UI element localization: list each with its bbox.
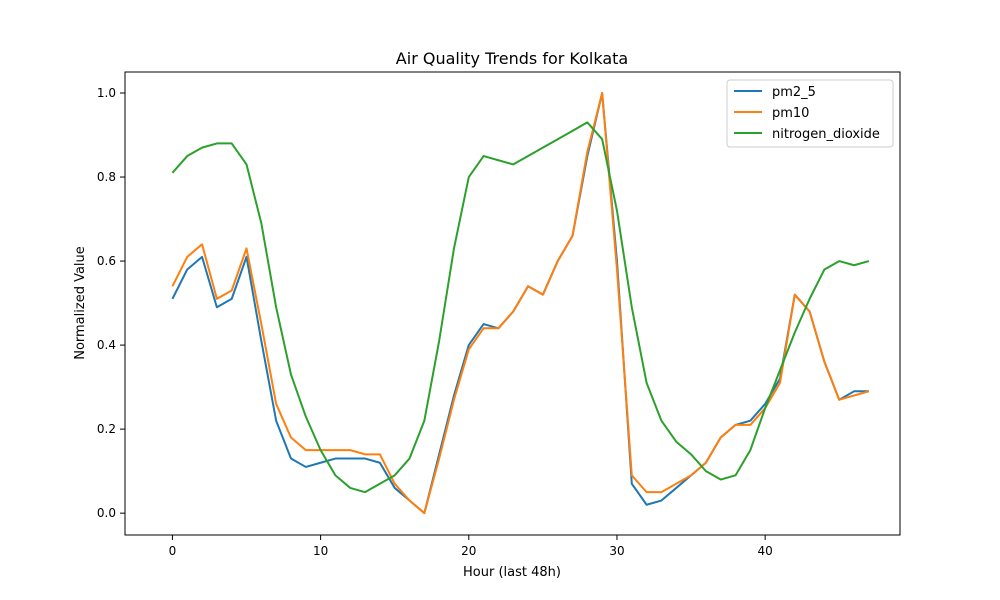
- x-tick-label: 10: [313, 544, 328, 558]
- legend-label-pm10: pm10: [772, 106, 809, 121]
- series-line-nitrogen_dioxide: [171, 121, 870, 494]
- x-tick-label: 40: [758, 544, 773, 558]
- x-tick-label: 0: [169, 544, 177, 558]
- x-tick-label: 30: [609, 544, 624, 558]
- legend: pm2_5 pm10 nitrogen_dioxide: [726, 79, 894, 148]
- chart-title: Air Quality Trends for Kolkata: [396, 49, 628, 68]
- y-tick-label: 0.4: [97, 338, 116, 352]
- legend-box: [726, 79, 894, 148]
- x-axis: 0 10 20 30 40: [169, 535, 773, 558]
- y-tick-label: 1.0: [97, 86, 116, 100]
- legend-label-nitrogen_dioxide: nitrogen_dioxide: [772, 127, 880, 142]
- y-tick-label: 0.6: [97, 254, 116, 268]
- y-axis: 0.0 0.2 0.4 0.6 0.8 1.0: [97, 86, 125, 520]
- x-tick-label: 20: [461, 544, 476, 558]
- plot-lines: [171, 92, 870, 515]
- series-line-pm10: [171, 92, 870, 515]
- y-axis-label: Normalized Value: [73, 246, 88, 360]
- plot-area-frame: [124, 71, 901, 536]
- y-tick-label: 0.0: [97, 506, 116, 520]
- x-axis-label: Hour (last 48h): [463, 565, 561, 580]
- y-tick-label: 0.2: [97, 422, 116, 436]
- y-tick-label: 0.8: [97, 170, 116, 184]
- legend-label-pm2_5: pm2_5: [772, 85, 816, 100]
